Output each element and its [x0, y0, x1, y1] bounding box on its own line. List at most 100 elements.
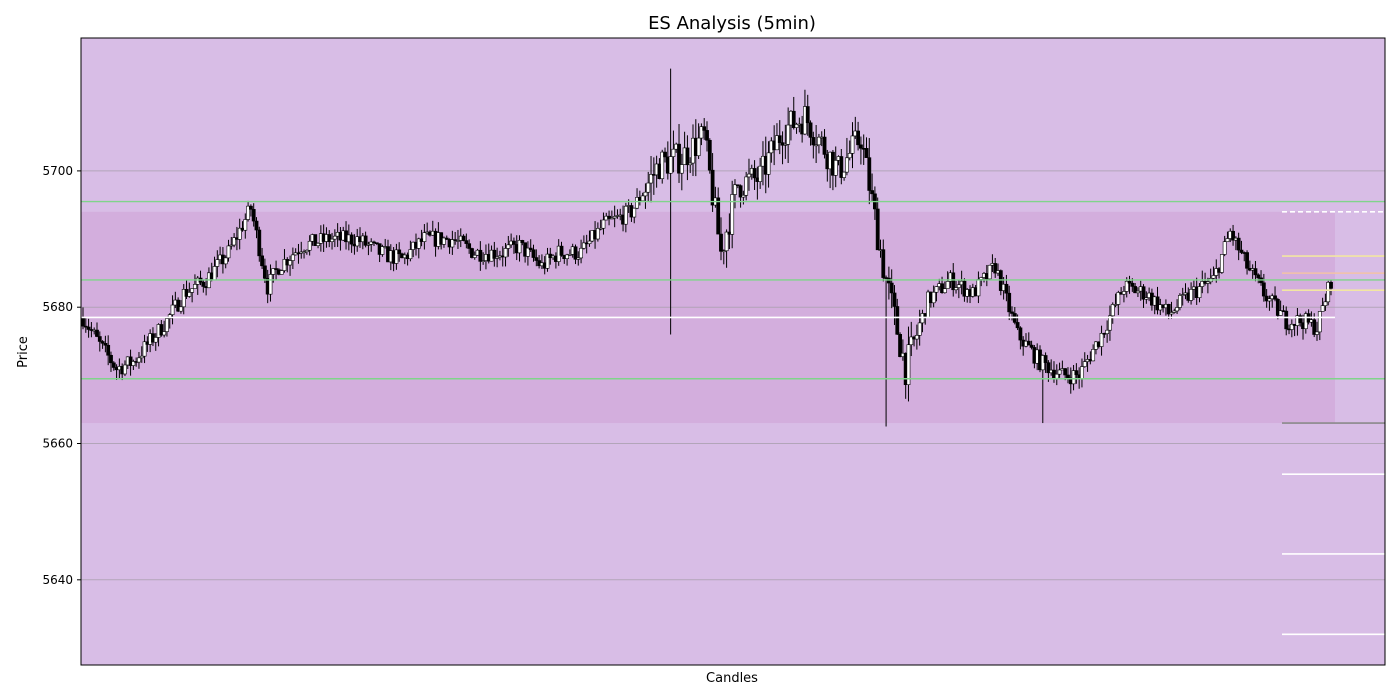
candle-body [814, 144, 819, 147]
candle-body [1155, 296, 1160, 311]
candle-body [601, 219, 606, 229]
candle-body [139, 355, 144, 359]
candle-body [817, 136, 821, 146]
candle-body [1323, 301, 1328, 306]
candle-body [707, 139, 712, 171]
candle-body [811, 137, 816, 146]
candle-body [1043, 355, 1048, 363]
candle-body [1063, 368, 1068, 376]
candle-body [1166, 304, 1171, 315]
candle-body [313, 234, 318, 246]
candle-body [607, 215, 611, 219]
candle-body [881, 249, 886, 278]
candle-body [520, 240, 525, 243]
candle-body [576, 257, 581, 260]
candle-body [1205, 281, 1210, 284]
candle-body [1197, 286, 1202, 299]
candle-body [1110, 304, 1115, 317]
candle-body [159, 324, 164, 336]
candle-body [842, 171, 847, 178]
candle-body [288, 260, 292, 266]
candle-body [512, 240, 516, 245]
candle-body [506, 244, 511, 249]
candle-body [1127, 280, 1132, 284]
candle-body [1225, 238, 1230, 243]
candle-body [735, 184, 740, 187]
candle-body [472, 254, 477, 258]
candle-body [1116, 292, 1121, 305]
candle-body [1124, 280, 1129, 292]
candle-body [251, 209, 256, 222]
candle-body [453, 239, 458, 241]
candle-body [822, 136, 827, 155]
candle-body [1284, 310, 1289, 330]
candle-body [201, 281, 206, 287]
candle-body [397, 249, 402, 255]
candle-body [747, 173, 751, 178]
candle-body [623, 205, 628, 225]
candle-body [268, 274, 273, 295]
candle-body [738, 185, 743, 198]
candle-body [993, 263, 998, 274]
candle-body [1200, 281, 1205, 287]
candle-body [783, 143, 788, 146]
candle-body [1267, 298, 1272, 302]
candle-body [260, 255, 264, 267]
candle-body [327, 234, 332, 243]
candle-body [226, 245, 231, 259]
candle-body [649, 174, 653, 184]
candle-body [987, 264, 992, 280]
candle-body [332, 235, 337, 240]
candle-body [758, 165, 763, 182]
candle-body [1222, 241, 1227, 255]
candle-body [859, 144, 863, 149]
candle-body [109, 354, 113, 364]
candle-body [1236, 237, 1241, 251]
candle-body [86, 326, 91, 330]
candle-body [1046, 362, 1051, 374]
candle-body [609, 217, 614, 220]
candle-body [730, 194, 735, 235]
candle-body [495, 256, 500, 259]
candle-body [302, 251, 306, 254]
candle-body [1113, 304, 1118, 306]
candle-body [660, 151, 665, 180]
candle-body [1080, 366, 1084, 379]
candle-body [106, 344, 111, 356]
candle-body [111, 362, 116, 368]
candle-body [1253, 268, 1258, 276]
candle-body [304, 249, 309, 253]
candle-body [503, 248, 508, 258]
candle-body [632, 207, 637, 218]
candle-body [917, 322, 922, 336]
candle-body [279, 270, 284, 275]
candle-body [290, 254, 295, 261]
candle-body [643, 191, 648, 197]
candle-body [1136, 290, 1140, 294]
candle-body [467, 243, 472, 249]
candle-body [721, 250, 726, 253]
candle-body [777, 135, 782, 143]
candle-body [408, 249, 413, 260]
candle-body [176, 299, 181, 312]
candle-body [845, 157, 849, 173]
candle-body [595, 228, 600, 240]
candle-body [1172, 310, 1177, 313]
candle-body [934, 286, 939, 293]
candle-body [137, 357, 141, 363]
candle-body [646, 182, 651, 193]
candle-body [1071, 370, 1076, 385]
candle-body [741, 194, 746, 198]
candle-body [193, 284, 197, 289]
candle-body [123, 364, 127, 375]
candle-body [945, 281, 950, 289]
y-tick-label: 5660 [42, 437, 73, 451]
candle-body [889, 282, 894, 294]
candle-body [179, 306, 183, 312]
candle-body [1074, 370, 1079, 376]
candle-body [1177, 295, 1182, 308]
candle-body [942, 288, 947, 294]
candle-body [1289, 323, 1294, 330]
candle-body [1312, 319, 1317, 335]
